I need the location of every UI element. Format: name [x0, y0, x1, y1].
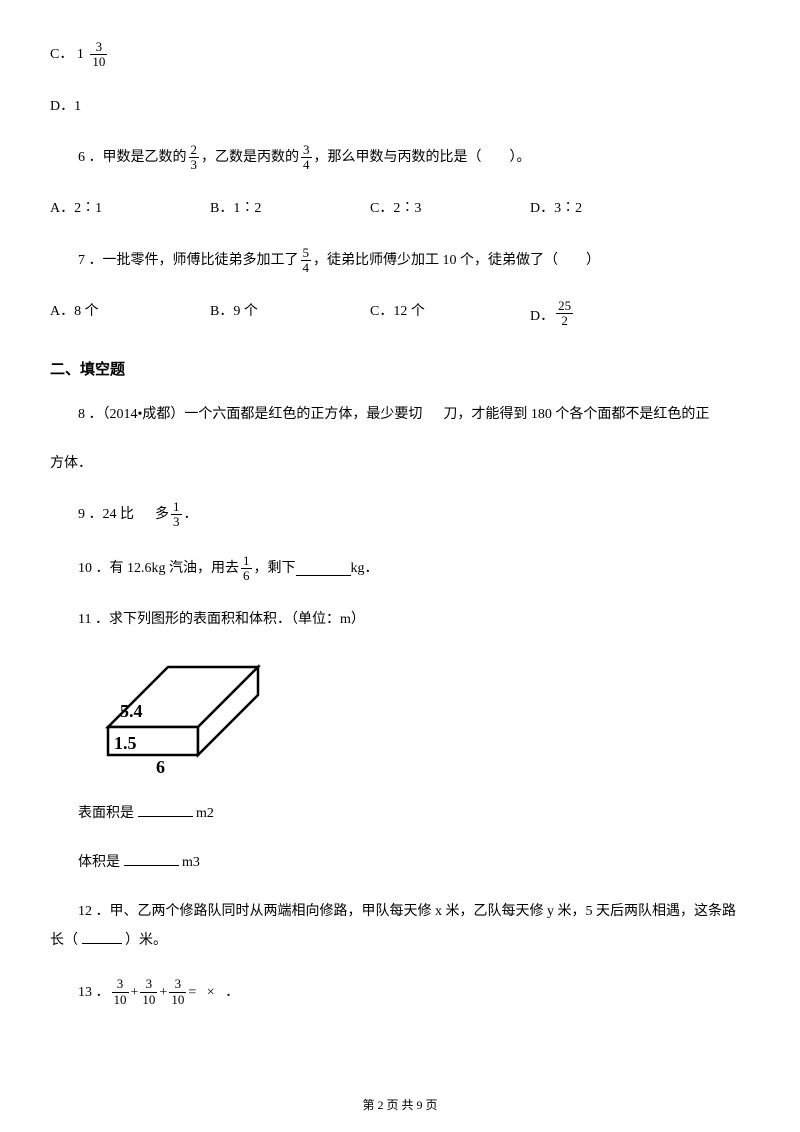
q11-vol-unit: m3	[182, 855, 200, 870]
section-2-title: 二、填空题	[50, 357, 750, 384]
q11-vol-blank	[124, 852, 179, 866]
q11-vol-line: 体积是 m3	[50, 850, 750, 875]
q13-plus2: +	[159, 980, 167, 1005]
option-c-label: C．	[50, 47, 73, 62]
q7-choice-c: C．12 个	[370, 299, 530, 329]
question-12: 12 ．甲、乙两个修路队同时从两端相向修路，甲队每天修 x 米，乙队每天修 y …	[50, 899, 750, 924]
question-8: 8 ．（2014•成都）一个六面都是红色的正方体，最少要切 刀，才能得到 180…	[50, 402, 750, 427]
q6-choice-b: B．1∶2	[210, 196, 370, 221]
q13-frac1: 3 10	[112, 977, 129, 1007]
option-d-label: D．1	[50, 99, 81, 114]
q12-text1: 12 ．甲、乙两个修路队同时从两端相向修路，甲队每天修 x 米，乙队每天修 y …	[78, 904, 736, 919]
q6-choice-c: C．2∶3	[370, 196, 530, 221]
q13-label: 13 ．	[78, 980, 110, 1005]
q6-choice-d: D．3∶2	[530, 196, 690, 221]
question-7: 7 ．一批零件，师傅比徒弟多加工了 5 4 ，徒弟比师傅少加工 10 个，徒弟做…	[50, 246, 750, 276]
q8-text2: 刀，才能得到 180 个各个面都不是红色的正	[443, 407, 709, 422]
q10-mid: ，剩下	[254, 556, 296, 581]
cuboid-width-label: 6	[156, 757, 165, 777]
q10-blank	[296, 562, 351, 576]
q9-suffix: ．	[184, 502, 198, 527]
q13-eq: =	[188, 980, 196, 1005]
q10-frac: 1 6	[241, 554, 252, 584]
q7-suffix: ，徒弟比师傅少加工 10 个，徒弟做了（ ）	[313, 248, 600, 273]
q13-times: ×	[207, 980, 215, 1005]
cuboid-height-label: 1.5	[114, 733, 137, 753]
q10-prefix: 10 ．有 12.6kg 汽油，用去	[78, 556, 239, 581]
q11-text: 11 ．求下列图形的表面积和体积．（单位：m）	[78, 612, 365, 627]
option-c-fraction: 3 10	[90, 40, 107, 70]
q13-frac3: 3 10	[169, 977, 186, 1007]
question-11: 11 ．求下列图形的表面积和体积．（单位：m）	[50, 607, 750, 632]
q11-vol-pre: 体积是	[78, 855, 120, 870]
page-footer: 第 2 页 共 9 页	[0, 1095, 800, 1117]
q9-frac: 1 3	[171, 500, 182, 530]
q8-text3: 方体．	[50, 456, 92, 471]
option-c: C． 1 3 10	[50, 40, 750, 70]
q7-choice-b: B．9 个	[210, 299, 370, 329]
q7-d-label: D．	[530, 304, 554, 329]
q6-frac1: 2 3	[189, 143, 200, 173]
q7-choice-d: D． 25 2	[530, 299, 690, 329]
q7-d-frac: 25 2	[556, 299, 573, 329]
q11-area-pre: 表面积是	[78, 806, 134, 821]
question-6: 6 ．甲数是乙数的 2 3 ，乙数是丙数的 3 4 ，那么甲数与丙数的比是（ ）…	[50, 143, 750, 173]
q7-prefix: 7 ．一批零件，师傅比徒弟多加工了	[78, 248, 299, 273]
q6-mid: ，乙数是丙数的	[201, 145, 299, 170]
q11-area-line: 表面积是 m2	[50, 801, 750, 826]
question-10: 10 ．有 12.6kg 汽油，用去 1 6 ，剩下 kg．	[50, 554, 750, 584]
q13-dot: ．	[225, 980, 239, 1005]
q11-area-blank	[138, 803, 193, 817]
q13-frac2: 3 10	[140, 977, 157, 1007]
q9-prefix: 9 ．24 比	[78, 502, 134, 527]
q11-area-unit: m2	[196, 806, 214, 821]
q13-plus1: +	[131, 980, 139, 1005]
q6-suffix: ，那么甲数与丙数的比是（ ）。	[314, 145, 531, 170]
cuboid-svg: 5.4 1.5 6	[78, 657, 278, 777]
q12-blank	[82, 930, 122, 944]
question-13: 13 ． 3 10 + 3 10 + 3 10 = × ．	[50, 977, 750, 1007]
option-d: D．1	[50, 94, 750, 119]
q6-choice-a: A．2∶1	[50, 196, 210, 221]
q12-text3: ）米。	[125, 933, 167, 948]
question-12-line2: 长（ ）米。	[50, 928, 750, 953]
q7-choice-a: A．8 个	[50, 299, 210, 329]
q12-text2: 长（	[50, 933, 78, 948]
q9-mid: 多	[155, 502, 169, 527]
question-9: 9 ．24 比 多 1 3 ．	[50, 500, 750, 530]
cuboid-figure: 5.4 1.5 6	[78, 657, 750, 786]
q10-suffix: kg．	[351, 556, 379, 581]
q7-frac: 5 4	[301, 246, 312, 276]
cuboid-depth-label: 5.4	[120, 701, 143, 721]
q6-prefix: 6 ．甲数是乙数的	[78, 145, 187, 170]
q6-frac2: 3 4	[301, 143, 312, 173]
q8-text1: 8 ．（2014•成都）一个六面都是红色的正方体，最少要切	[78, 407, 422, 422]
q6-choices: A．2∶1 B．1∶2 C．2∶3 D．3∶2	[50, 196, 750, 221]
q7-choices: A．8 个 B．9 个 C．12 个 D． 25 2	[50, 299, 750, 329]
option-c-whole: 1	[77, 42, 84, 67]
question-8-line2: 方体．	[50, 451, 750, 476]
